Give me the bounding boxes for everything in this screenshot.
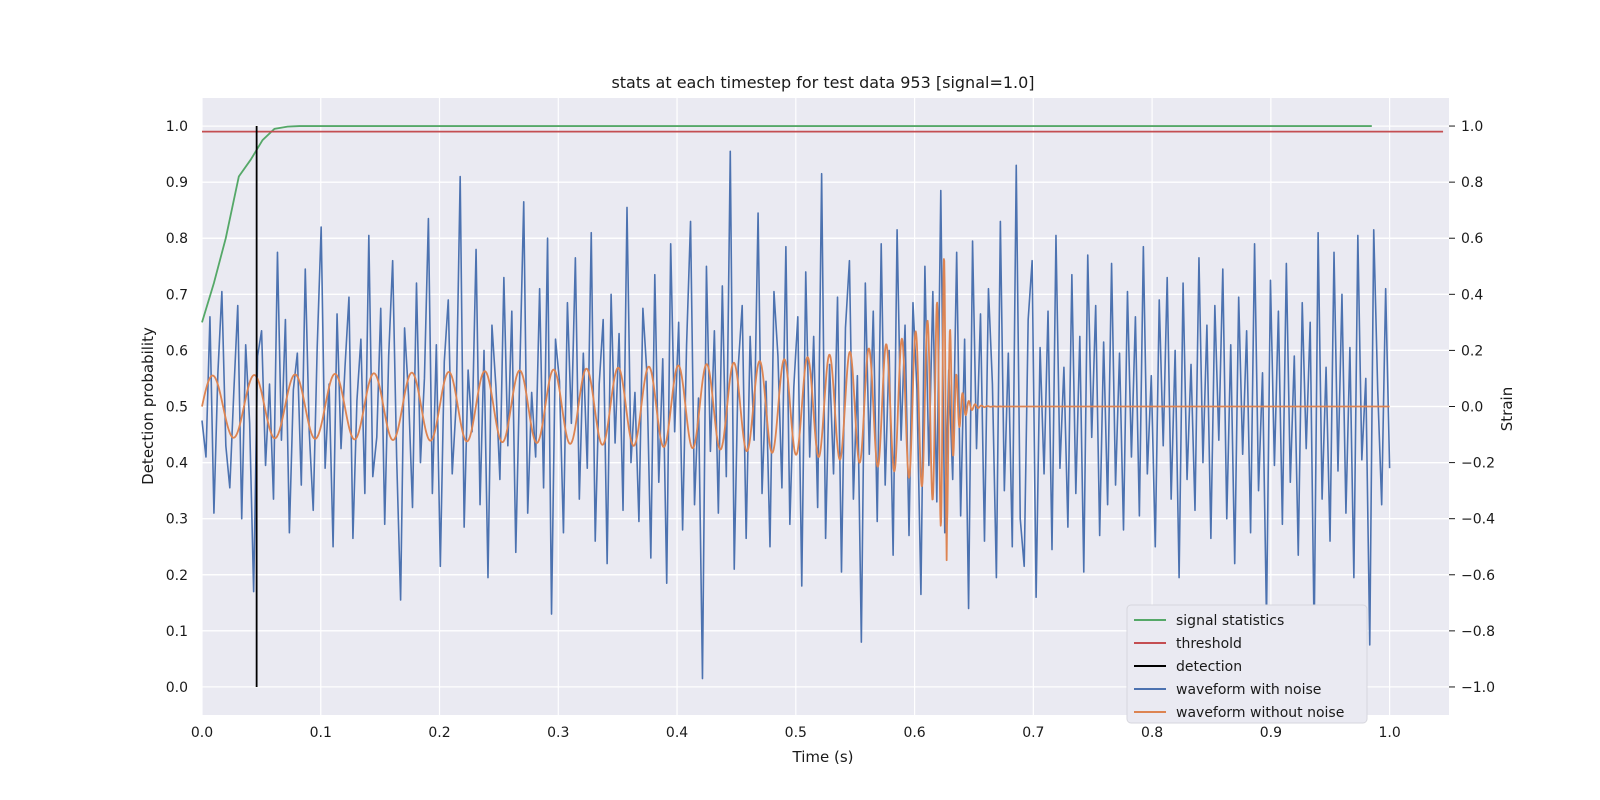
- legend: signal statistics threshold detection wavef…: [1126, 604, 1368, 724]
- y2-tick-label: −1.0: [1461, 680, 1495, 696]
- series-waveform-without-noise: [201, 258, 1391, 562]
- y2-tick-label: −0.4: [1461, 512, 1495, 528]
- y-axis-right: −1.0 −0.8 −0.6 −0.4 −0.2 0.0 0.2 0.4 0.6 0.8 1.0: [1449, 119, 1495, 696]
- y-tick-label: 0.1: [166, 624, 188, 640]
- y-tick-label: 0.4: [166, 456, 188, 472]
- y-tick-label: 0.0: [166, 680, 188, 696]
- x-axis: 0.0 0.1 0.2 0.3 0.4 0.5 0.6 0.7 0.8 0.9 1.0: [191, 725, 1401, 741]
- x-tick-label: 0.3: [547, 725, 569, 741]
- y-tick-label: 0.6: [166, 343, 188, 359]
- y-tick-label: 1.0: [166, 119, 188, 135]
- series-layer: [201, 125, 1444, 687]
- y-axis-label: Detection probability: [139, 327, 157, 485]
- x-tick-label: 0.7: [1022, 725, 1044, 741]
- x-tick-label: 0.5: [785, 725, 807, 741]
- y2-tick-label: 0.6: [1461, 231, 1483, 247]
- legend-label: threshold: [1176, 636, 1242, 652]
- legend-label: signal statistics: [1176, 613, 1284, 629]
- chart-title: stats at each timestep for test data 953…: [611, 73, 1034, 92]
- x-tick-label: 0.6: [903, 725, 925, 741]
- x-tick-label: 0.0: [191, 725, 213, 741]
- series-waveform-with-noise: [201, 150, 1391, 680]
- x-tick-label: 0.8: [1141, 725, 1163, 741]
- y-axis-left: 0.0 0.1 0.2 0.3 0.4 0.5 0.6 0.7 0.8 0.9 1.0: [166, 119, 188, 696]
- y2-tick-label: −0.6: [1461, 568, 1495, 584]
- legend-label: waveform with noise: [1176, 682, 1321, 698]
- y-tick-label: 0.7: [166, 287, 188, 303]
- x-tick-label: 0.4: [666, 725, 688, 741]
- series-signal-statistics: [201, 125, 1372, 323]
- legend-label: waveform without noise: [1176, 705, 1344, 721]
- y-tick-label: 0.5: [166, 400, 188, 416]
- x-tick-label: 1.0: [1378, 725, 1400, 741]
- y2-tick-label: 0.4: [1461, 287, 1483, 303]
- y2-tick-label: 1.0: [1461, 119, 1483, 135]
- y-tick-label: 0.8: [166, 231, 188, 247]
- y2-tick-label: 0.0: [1461, 400, 1483, 416]
- y2-tick-label: −0.2: [1461, 456, 1495, 472]
- legend-label: detection: [1176, 659, 1242, 675]
- y2-tick-label: −0.8: [1461, 624, 1495, 640]
- x-tick-label: 0.9: [1260, 725, 1282, 741]
- y-tick-label: 0.3: [166, 512, 188, 528]
- y2-tick-label: 0.8: [1461, 175, 1483, 191]
- x-axis-label: Time (s): [792, 748, 854, 766]
- y2-tick-label: 0.2: [1461, 343, 1483, 359]
- y2-axis-label: Strain: [1498, 387, 1516, 431]
- y-tick-label: 0.2: [166, 568, 188, 584]
- legend-box: [1126, 604, 1368, 724]
- x-tick-label: 0.1: [310, 725, 332, 741]
- x-tick-label: 0.2: [428, 725, 450, 741]
- y-tick-label: 0.9: [166, 175, 188, 191]
